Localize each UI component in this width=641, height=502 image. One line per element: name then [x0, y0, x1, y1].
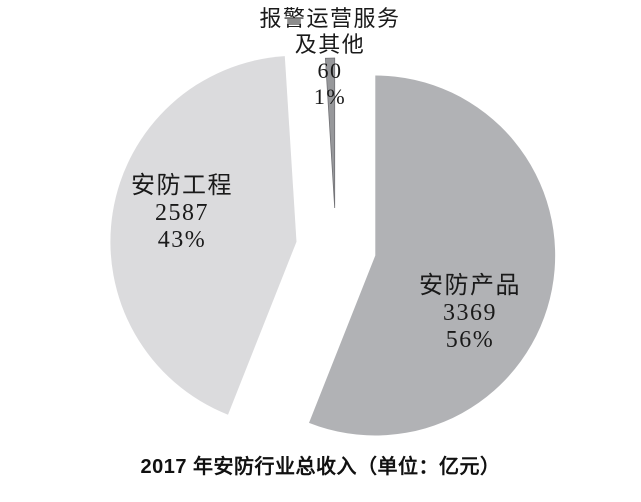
slice-label-name: 安防工程	[131, 173, 233, 199]
slice-label-security-products: 安防产品 3369 56%	[390, 273, 550, 354]
slice-label-line1: 报警运营服务	[259, 6, 401, 31]
slice-percent: 56%	[445, 327, 495, 353]
slice-label-name: 安防产品	[419, 273, 521, 299]
slice-value: 60	[317, 58, 343, 83]
pie-slice-alarm-services-and-other	[324, 57, 336, 209]
slice-value: 3369	[443, 300, 497, 326]
slice-percent: 43%	[157, 227, 207, 253]
chart-title: 2017 年安防行业总收入（单位：亿元）	[140, 456, 501, 478]
slice-label-alarm-services: 报警运营服务 及其他 60 1%	[240, 6, 420, 110]
pie-slice-security-products	[309, 75, 556, 436]
pie-slice-security-engineering	[110, 56, 297, 415]
slice-percent: 1%	[313, 84, 347, 109]
slice-value: 2587	[155, 200, 209, 226]
slice-label-security-engineering: 安防工程 2587 43%	[102, 173, 262, 254]
slice-label-line2: 及其他	[294, 32, 366, 57]
